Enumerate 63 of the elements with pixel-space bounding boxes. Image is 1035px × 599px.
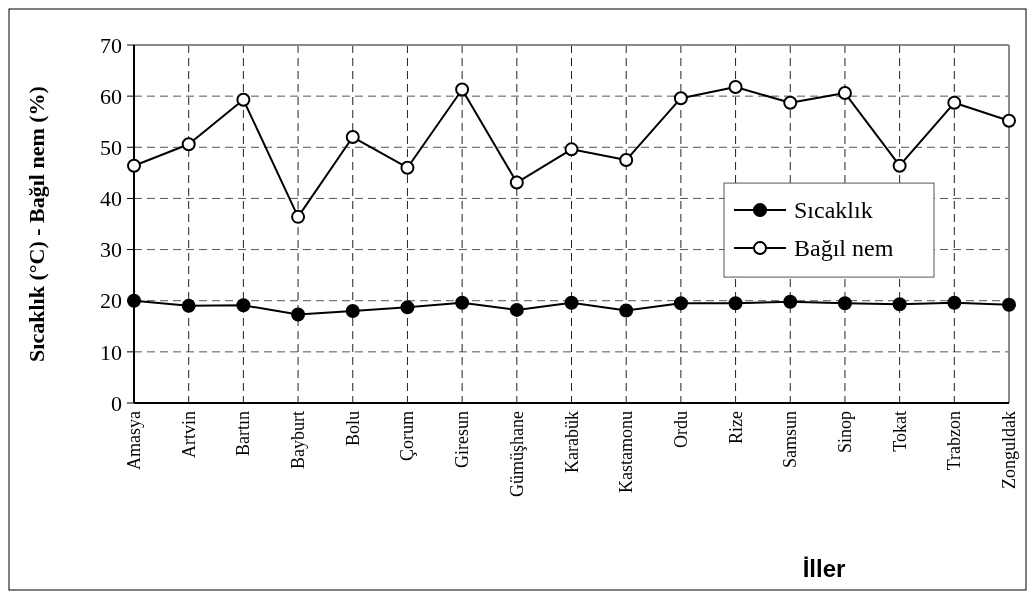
x-tick-label: Samsun <box>780 411 801 469</box>
point <box>400 160 415 175</box>
point <box>783 95 798 110</box>
x-tick-label: Çorum <box>397 411 418 462</box>
y-tick-label: 30 <box>100 237 122 263</box>
x-tick-label: Trabzon <box>944 411 965 471</box>
x-tick-label: Tokat <box>889 411 910 452</box>
point <box>947 295 962 310</box>
point <box>837 296 852 311</box>
legend-label: Bağıl nem <box>794 235 894 262</box>
point <box>345 130 360 145</box>
point <box>728 79 743 94</box>
x-tick-label: Bayburt <box>288 411 309 469</box>
point <box>673 91 688 106</box>
y-tick-label: 70 <box>100 32 122 58</box>
y-tick-label: 60 <box>100 83 122 109</box>
x-tick-label: Ordu <box>670 411 691 448</box>
point <box>728 296 743 311</box>
y-axis-title: Sıcaklık (°C) - Bağıl nem (%) <box>24 86 49 362</box>
point <box>892 297 907 312</box>
point <box>619 153 634 168</box>
point <box>181 137 196 152</box>
point <box>400 300 415 315</box>
point <box>947 95 962 110</box>
x-tick-label: Zonguldak <box>999 411 1019 489</box>
x-tick-label: Rize <box>725 411 746 444</box>
point <box>181 298 196 313</box>
y-tick-label: 20 <box>100 288 122 314</box>
point <box>564 142 579 157</box>
point <box>509 175 524 190</box>
point <box>837 86 852 101</box>
point <box>455 295 470 310</box>
y-tick-label: 0 <box>111 390 122 416</box>
point <box>783 294 798 309</box>
y-tick-label: 50 <box>100 134 122 160</box>
x-tick-label: Bolu <box>342 411 363 447</box>
x-tick-label: Kastamonu <box>616 411 637 493</box>
point <box>1002 297 1016 312</box>
x-tick-label: Bartın <box>233 411 254 456</box>
point <box>619 303 634 318</box>
x-tick-label: Gümüşhane <box>506 410 527 497</box>
x-tick-label: Giresun <box>452 411 473 468</box>
x-tick-label: Karabük <box>561 411 582 473</box>
point <box>127 293 141 308</box>
point <box>236 298 251 313</box>
point <box>455 82 470 97</box>
point <box>1002 113 1016 128</box>
point <box>564 295 579 310</box>
point <box>673 296 688 311</box>
legend-label: Sıcaklık <box>794 197 873 224</box>
y-tick-label: 10 <box>100 339 122 365</box>
x-tick-label: Sinop <box>834 411 855 454</box>
point <box>509 302 524 317</box>
y-tick-label: 40 <box>100 186 122 212</box>
point <box>236 92 251 107</box>
point <box>291 209 306 224</box>
x-tick-label: Amasya <box>124 410 144 470</box>
point <box>345 303 360 318</box>
x-axis-title: İller <box>802 555 846 582</box>
x-tick-label: Artvin <box>178 411 199 458</box>
point <box>291 307 306 322</box>
point <box>127 158 141 173</box>
point <box>892 158 907 173</box>
